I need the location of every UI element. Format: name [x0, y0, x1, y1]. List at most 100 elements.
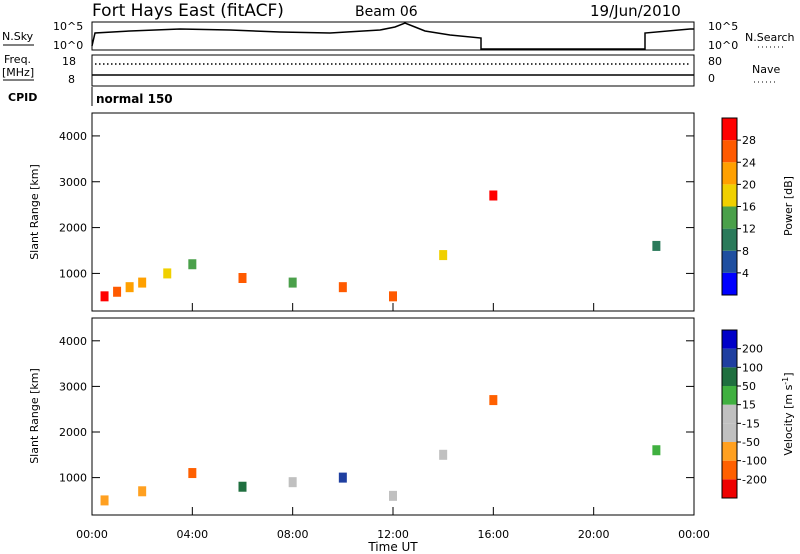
- power-cell-0: [100, 291, 109, 302]
- velocity-cell-1: [138, 486, 147, 497]
- velocity-ylabel: Slant Range [km]: [28, 368, 41, 464]
- nave-tick-top: 80: [708, 55, 722, 68]
- power-swatch-5: [722, 162, 737, 185]
- xtick-label-5: 20:00: [578, 528, 610, 541]
- noise-tick-left-top: 10^5: [53, 20, 83, 33]
- power-ylabel: Slant Range [km]: [28, 164, 41, 260]
- power-cell-12: [652, 240, 661, 251]
- freq-tick-bottom: 8: [68, 73, 75, 86]
- velocity-cell-7: [439, 449, 448, 460]
- power-swatch-2: [722, 228, 737, 251]
- velocity-cell-2: [188, 468, 197, 479]
- velocity-swatch-1: [722, 460, 737, 480]
- nsearch-label: N.Search: [745, 31, 795, 44]
- velocity-cbtick-label-1: 100: [742, 361, 763, 374]
- power-colorbar-label: Power [dB]: [782, 176, 795, 236]
- freq-strip: [91, 54, 695, 87]
- nave-tick-bottom: 0: [708, 72, 715, 85]
- velocity-ytick-label-0: 1000: [59, 472, 87, 485]
- power-cell-2: [125, 282, 134, 293]
- velocity-cell-6: [389, 490, 397, 501]
- velocity-swatch-7: [722, 348, 737, 368]
- velocity-cell-4: [288, 477, 297, 488]
- power-cbtick-label-5: 24: [742, 156, 756, 169]
- power-swatch-4: [722, 184, 737, 207]
- power-panel-frame: [91, 112, 695, 312]
- xtick-label-2: 08:00: [277, 528, 309, 541]
- velocity-colorbar-label: Velocity [m s-1]: [781, 372, 795, 455]
- xtick-label-4: 16:00: [477, 528, 509, 541]
- power-cell-8: [338, 282, 347, 293]
- power-colorbar-swatches: [722, 118, 737, 295]
- power-cbtick-label-2: 12: [742, 223, 756, 236]
- power-swatch-1: [722, 250, 737, 273]
- beam-title: Beam 06: [355, 4, 418, 20]
- velocity-colorbar-swatches: [722, 330, 737, 498]
- velocity-swatch-6: [722, 367, 737, 386]
- power-panel: Slant Range [km] 1000 2000 3000 4000: [28, 112, 695, 312]
- noise-tick-left-bottom: 10^0: [53, 39, 83, 52]
- velocity-swatch-4: [722, 404, 737, 424]
- freq-tick-top: 18: [62, 55, 76, 68]
- xtick-label-3: 12:00: [377, 528, 409, 541]
- freq-unit: [MHz]: [2, 66, 34, 79]
- noise-strip: [91, 21, 695, 51]
- xtick-label-1: 04:00: [176, 528, 208, 541]
- velocity-cell-9: [652, 445, 661, 456]
- power-ytick-label-0: 1000: [59, 267, 87, 280]
- velocity-cbtick-label-3: 15: [742, 399, 756, 412]
- freq-label: Freq.: [4, 53, 31, 66]
- velocity-cell-0: [100, 495, 109, 506]
- velocity-cbtick-label-6: -100: [742, 455, 767, 468]
- power-swatch-6: [722, 140, 737, 163]
- cpid-label: CPID: [8, 91, 37, 104]
- nave-label: Nave: [752, 63, 780, 76]
- xtick-label-0: 00:00: [76, 528, 108, 541]
- velocity-colorbar-ticks: 200 100 50 15 -15 -50 -100 -200: [737, 343, 767, 486]
- velocity-colorbar: 200 100 50 15 -15 -50 -100 -200 Velocity [m s-1…: [721, 329, 795, 499]
- power-cell-10: [439, 250, 448, 261]
- power-swatch-0: [722, 272, 737, 295]
- velocity-swatch-5: [722, 386, 737, 405]
- velocity-panel-frame: [91, 317, 695, 516]
- noise-tick-right-top: 10^5: [708, 20, 738, 33]
- velocity-swatch-3: [722, 423, 737, 442]
- power-yticks: 1000 2000 3000 4000: [59, 130, 694, 280]
- power-cbtick-label-4: 20: [742, 178, 756, 191]
- nsky-trace: [91, 22, 694, 50]
- velocity-cell-5: [338, 472, 347, 483]
- velocity-yticks: 1000 2000 3000 4000: [59, 335, 694, 485]
- noise-tick-right-bottom: 10^0: [708, 39, 738, 52]
- power-cbtick-label-1: 8: [742, 245, 749, 258]
- velocity-ytick-label-1: 2000: [59, 426, 87, 439]
- velocity-cbtick-label-0: 200: [742, 343, 763, 356]
- nsky-label: N.Sky: [2, 30, 34, 43]
- velocity-colorbar-frame: [721, 329, 738, 499]
- power-cell-4: [163, 268, 172, 279]
- velocity-ytick-label-2: 3000: [59, 380, 87, 393]
- power-ytick-label-2: 3000: [59, 176, 87, 189]
- velocity-cbtick-label-4: -15: [742, 417, 760, 430]
- station-title: Fort Hays East (fitACF): [92, 1, 284, 21]
- cpid-value: normal 150: [96, 92, 173, 106]
- velocity-swatch-2: [722, 442, 737, 461]
- power-swatch-7: [722, 118, 737, 141]
- power-ytick-label-3: 4000: [59, 130, 87, 143]
- power-cbtick-label-3: 16: [742, 201, 756, 214]
- power-cell-1: [113, 286, 122, 297]
- velocity-cell-8: [489, 395, 498, 406]
- power-swatch-3: [722, 206, 737, 229]
- power-cells: [100, 190, 661, 302]
- power-ytick-label-1: 2000: [59, 222, 87, 235]
- time-xticks: 00:00 04:00 08:00 12:00 16:00 20:00 00:00: [76, 303, 710, 541]
- power-cell-9: [389, 291, 397, 302]
- power-cell-6: [238, 273, 247, 283]
- velocity-cbtick-label-2: 50: [742, 380, 756, 393]
- power-cell-5: [188, 259, 197, 270]
- velocity-swatch-0: [722, 479, 737, 498]
- velocity-cell-3: [238, 481, 247, 492]
- power-cell-7: [288, 277, 297, 288]
- power-cell-11: [489, 190, 498, 201]
